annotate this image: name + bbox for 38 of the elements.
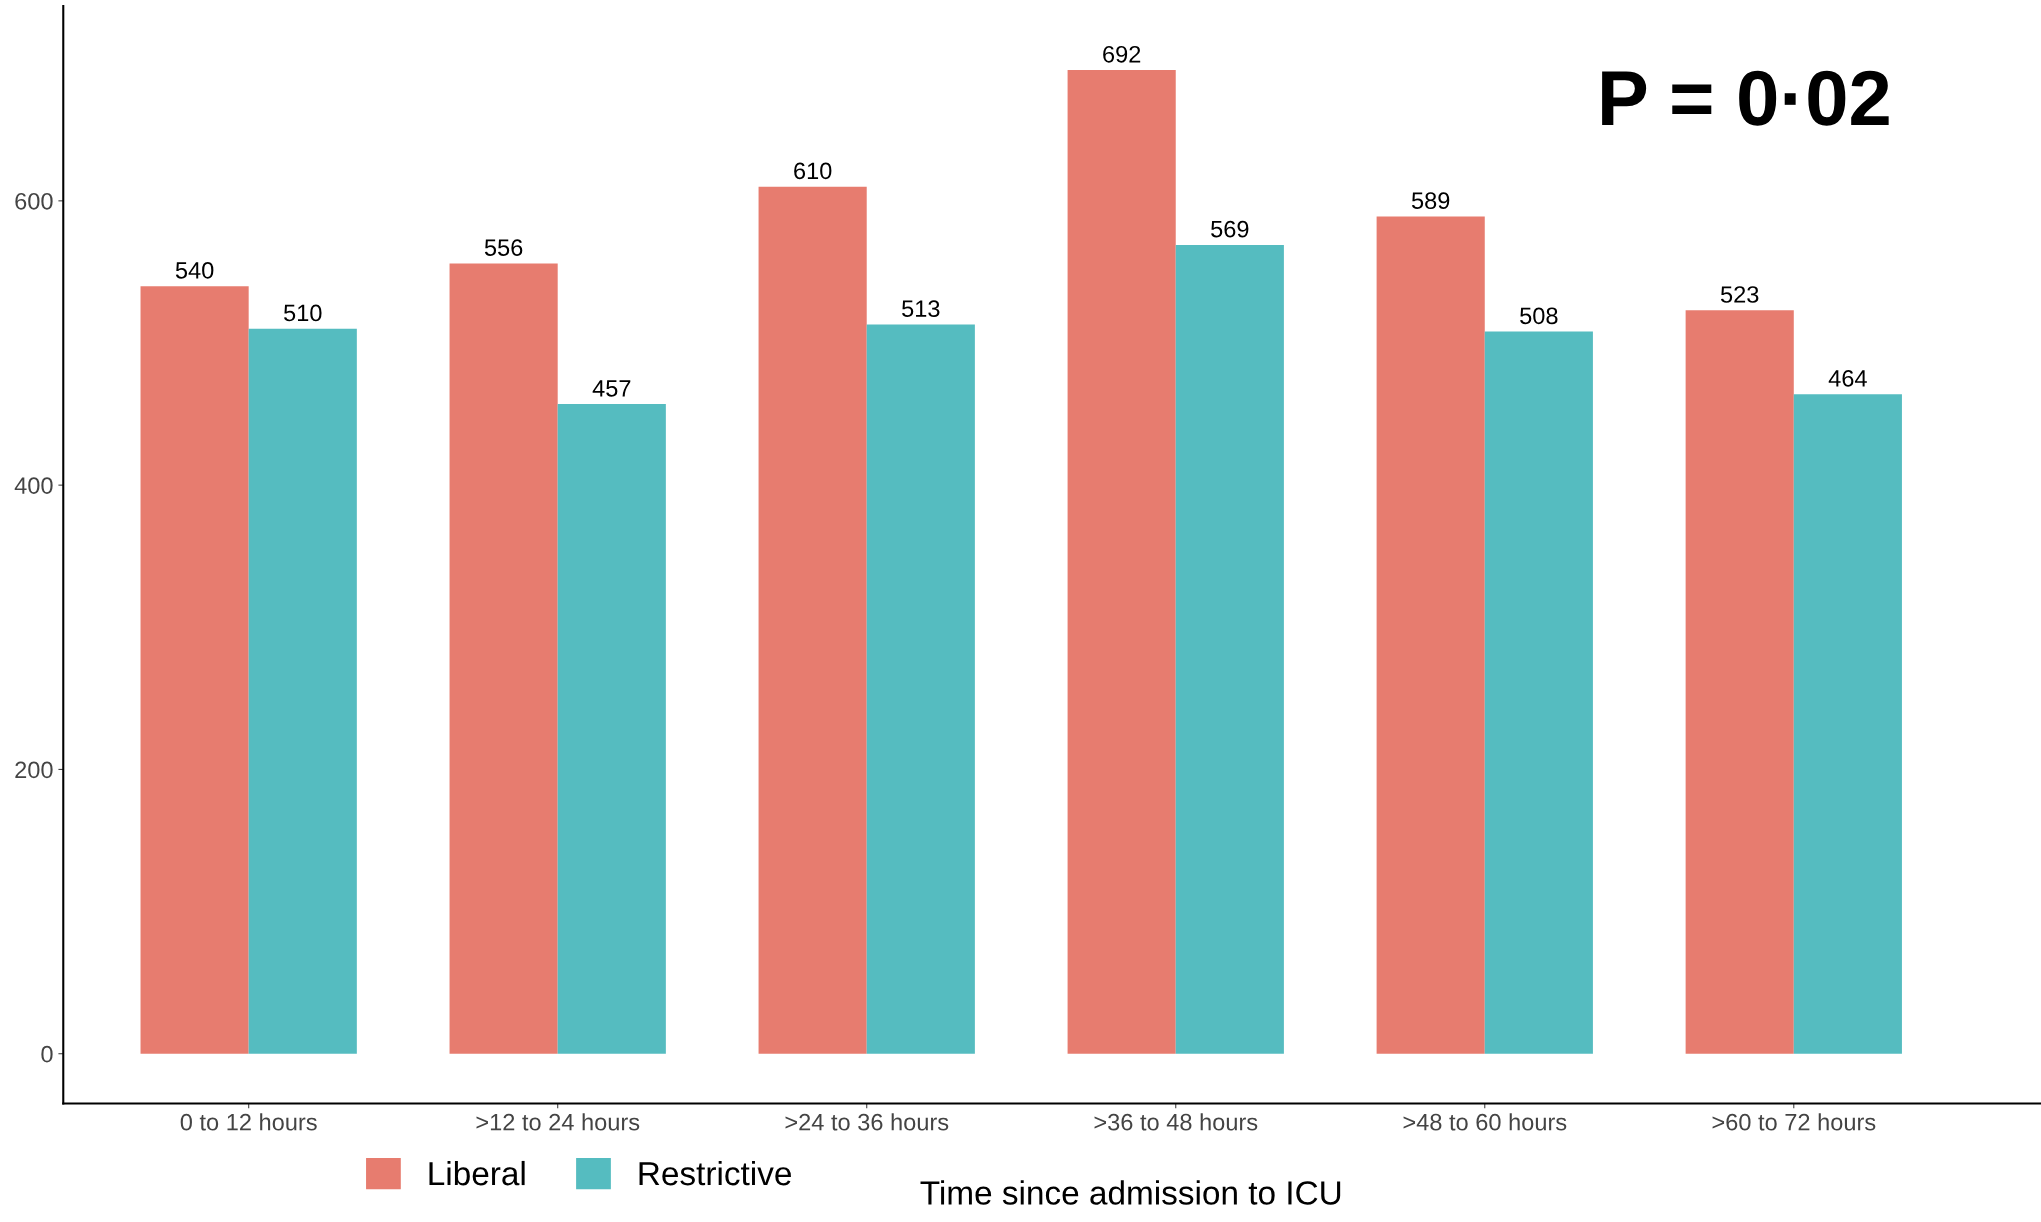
data-label: 513 — [902, 300, 940, 318]
data-label: 589 — [1411, 192, 1450, 210]
data-label: 556 — [484, 239, 523, 256]
x-axis-title: Time since admission to ICU — [920, 1180, 1341, 1205]
data-label: 457 — [592, 380, 631, 397]
data-label: 523 — [1720, 286, 1759, 303]
bar — [140, 286, 249, 1054]
bar — [1376, 216, 1485, 1054]
bar — [1484, 331, 1593, 1054]
bar — [866, 324, 975, 1054]
bar — [248, 328, 357, 1054]
bar — [1175, 244, 1284, 1054]
bar — [758, 186, 867, 1054]
data-label: 610 — [794, 162, 832, 180]
bar — [557, 404, 666, 1054]
data-label: 508 — [1520, 307, 1558, 325]
x-tick-label: >48 to 60 hours — [1403, 1113, 1567, 1131]
annotation: P = 0·02 — [1602, 70, 1889, 126]
bar — [1793, 394, 1902, 1054]
x-tick-label: >12 to 24 hours — [476, 1113, 640, 1131]
data-label: 569 — [1211, 220, 1249, 238]
y-tick-label: 0 — [41, 1045, 53, 1063]
bar — [1067, 70, 1176, 1054]
legend-label: Liberal — [429, 1160, 525, 1186]
bar — [449, 263, 558, 1054]
x-tick-label: >60 to 72 hours — [1712, 1113, 1876, 1131]
legend-label: Restrictive — [639, 1160, 791, 1186]
bar — [1685, 310, 1794, 1054]
y-tick-label: 400 — [14, 477, 53, 494]
data-label: 540 — [175, 261, 214, 279]
x-tick-label: >36 to 48 hours — [1094, 1113, 1258, 1131]
y-tick-label: 200 — [15, 761, 53, 779]
x-tick-label: >24 to 36 hours — [785, 1113, 949, 1131]
y-tick-label: 600 — [15, 192, 53, 210]
data-label: 510 — [284, 304, 322, 322]
data-label: 692 — [1103, 45, 1141, 63]
data-label: 464 — [1828, 370, 1867, 387]
x-tick-label: 0 to 12 hours — [180, 1113, 317, 1131]
